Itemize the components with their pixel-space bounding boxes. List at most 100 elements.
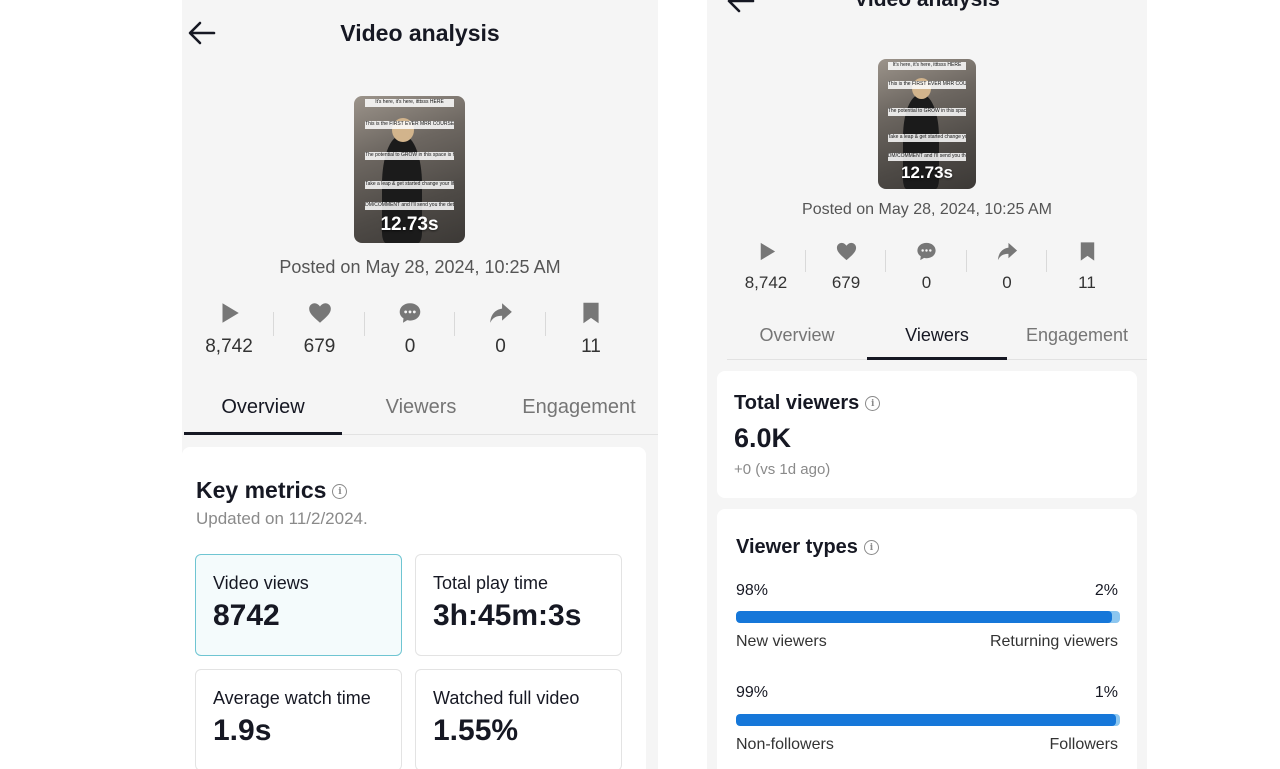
returning-viewers-label: Returning viewers (989, 633, 1118, 650)
tab-bar: Overview Viewers Engagement (727, 325, 1147, 360)
tab-overview[interactable]: Overview (759, 325, 835, 345)
total-viewers-heading: Total viewers i (734, 392, 881, 415)
stat-comments: 0 (365, 300, 455, 358)
comment-icon (917, 242, 936, 261)
stat-likes-value: 679 (303, 336, 336, 357)
heart-icon (836, 242, 856, 261)
tab-bar: Overview Viewers Engagement (184, 396, 658, 435)
total-viewers-card: Total viewers i 6.0K +0 (vs 1d ago) (717, 371, 1137, 498)
comment-icon (399, 303, 421, 323)
stat-comments: 0 (886, 240, 967, 293)
key-metrics-heading: Key metrics i (196, 477, 348, 504)
tab-overview[interactable]: Overview (184, 396, 342, 435)
total-viewers-title: Total viewers (734, 392, 860, 414)
stat-divider (805, 250, 806, 272)
key-metrics-card: Key metrics i Updated on 11/2/2024. Video… (182, 447, 646, 769)
metric-label: Watched full video (433, 688, 580, 708)
thumbnail-caption: The potential to GROW in this space is h… (365, 152, 454, 160)
posted-date: Posted on May 28, 2024, 10:25 AM (279, 257, 561, 277)
total-viewers-value: 6.0K (734, 423, 792, 453)
stat-saves-value: 11 (581, 336, 601, 357)
tab-viewers[interactable]: Viewers (867, 325, 1007, 360)
thumbnail-caption: Take a leap & get started change your li… (887, 134, 967, 142)
stat-divider (454, 312, 455, 336)
viewer-split-bar (736, 611, 1120, 623)
info-icon[interactable]: i (863, 540, 879, 556)
stat-divider (966, 250, 967, 272)
right-screen: Video analysis It's here, it's here, itt… (707, 0, 1147, 769)
updated-date: Updated on 11/2/2024. (196, 509, 368, 528)
stat-shares: 0 (967, 240, 1047, 293)
stat-plays: 8,742 (184, 300, 274, 358)
info-icon[interactable]: i (865, 396, 881, 412)
thumbnail-caption: It's here, it's here, itttsss HERE (887, 62, 967, 70)
video-duration: 12.73s (901, 163, 953, 182)
new-viewers-label: New viewers (736, 633, 827, 650)
followers-percent: 1% (1094, 684, 1118, 701)
metric-total-play-time[interactable]: Total play time 3h:45m:3s (415, 554, 622, 656)
metric-video-views[interactable]: Video views 8742 (195, 554, 402, 656)
tab-engagement[interactable]: Engagement (522, 396, 636, 418)
metric-value: 8742 (213, 599, 280, 632)
non-followers-percent: 99% (736, 684, 769, 701)
stat-saves: 11 (546, 300, 636, 358)
info-icon[interactable]: i (332, 484, 348, 500)
stat-shares-value: 0 (495, 336, 506, 357)
metric-label: Video views (213, 573, 309, 593)
metric-average-watch-time[interactable]: Average watch time 1.9s (195, 669, 402, 769)
follower-split-fill (736, 714, 1117, 726)
stats-row: 8,742 679 0 0 11 (184, 300, 636, 358)
stat-comments-value: 0 (404, 336, 416, 357)
new-viewers-percent: 98% (736, 582, 769, 599)
total-viewers-change: +0 (vs 1d ago) (734, 461, 831, 478)
page-title: Video analysis (707, 0, 1147, 12)
video-thumbnail[interactable]: It's here, it's here, itttsss HERE This … (878, 59, 976, 189)
stat-plays-value: 8,742 (205, 336, 253, 357)
viewer-types-title: Viewer types (736, 536, 858, 558)
metric-value: 1.55% (433, 714, 519, 747)
stat-likes: 679 (274, 300, 365, 358)
thumbnail-caption: It's here, it's here, itttsss HERE (365, 99, 454, 107)
tab-viewers[interactable]: Viewers (385, 396, 457, 418)
metric-watched-full-video[interactable]: Watched full video 1.55% (415, 669, 622, 769)
stat-plays-value: 8,742 (744, 273, 788, 292)
stat-divider (1046, 250, 1047, 272)
play-icon (222, 303, 239, 323)
heart-icon (308, 303, 331, 323)
back-arrow-icon[interactable] (186, 17, 218, 49)
stat-saves: 11 (1047, 240, 1127, 293)
metric-value: 3h:45m:3s (433, 599, 582, 632)
stat-shares-value: 0 (1002, 273, 1012, 292)
followers-label: Followers (1049, 736, 1118, 753)
bookmark-icon (583, 302, 599, 324)
stat-likes-value: 679 (831, 273, 861, 292)
video-thumbnail[interactable]: It's here, it's here, itttsss HERE This … (354, 96, 465, 243)
stat-likes: 679 (806, 240, 886, 293)
non-followers-label: Non-followers (736, 736, 834, 753)
returning-viewers-percent: 2% (1094, 582, 1118, 599)
key-metrics-title: Key metrics (196, 477, 327, 503)
thumbnail-caption: This is the FIRST EVER MRR COURSE IN THE… (887, 81, 967, 89)
share-icon (489, 303, 512, 323)
thumbnail-caption: DM/COMMENT and I'll send you the details (365, 202, 454, 210)
stat-divider (885, 250, 886, 272)
stat-divider (364, 312, 365, 336)
stat-saves-value: 11 (1078, 273, 1096, 292)
back-arrow-icon[interactable] (725, 0, 757, 17)
thumbnail-caption: DM/COMMENT and I'll send you the details (887, 153, 967, 161)
follower-split-bar (736, 714, 1120, 726)
stats-row: 8,742 679 0 0 11 (726, 240, 1127, 293)
metric-value: 1.9s (213, 714, 272, 747)
stat-divider (273, 312, 274, 336)
bookmark-icon (1080, 242, 1094, 261)
thumbnail-caption: The potential to GROW in this space is h… (887, 108, 967, 116)
share-icon (997, 242, 1017, 261)
thumbnail-caption: Take a leap & get started change your li… (365, 181, 454, 189)
tab-engagement[interactable]: Engagement (1025, 325, 1129, 345)
posted-date: Posted on May 28, 2024, 10:25 AM (802, 201, 1052, 218)
viewer-split-fill (736, 611, 1113, 623)
left-screen: Video analysis It's here, it's here, itt… (182, 0, 658, 769)
video-duration: 12.73s (380, 214, 439, 235)
page-title: Video analysis (340, 20, 500, 46)
stat-divider (545, 312, 546, 336)
